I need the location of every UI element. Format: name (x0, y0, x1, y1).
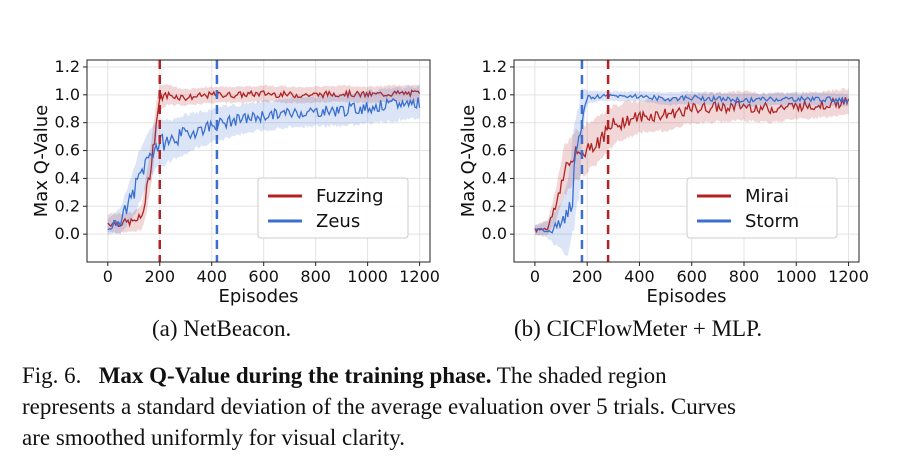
band-mirai (534, 87, 849, 236)
legend: Mirai Storm (686, 177, 838, 239)
x-axis-label: Episodes (218, 286, 298, 307)
subcaption-a: (a) NetBeacon. (152, 316, 292, 341)
x-tick-label-3: 600 (248, 267, 279, 286)
series-line-storm (534, 93, 850, 234)
legend-label-fuzzing: Fuzzing (316, 186, 384, 207)
x-tick-label-5: 1000 (776, 267, 817, 286)
caption-line-3: are smoothed uniformly for visual clarit… (22, 425, 406, 450)
x-tick-label-4: 800 (300, 267, 331, 286)
band-zeus (107, 83, 420, 236)
legend-label-storm: Storm (745, 211, 799, 232)
legend: Fuzzing Zeus (257, 177, 409, 239)
x-tick-label-0: 0 (530, 267, 540, 286)
y-tick-label-1: 0.2 (55, 196, 80, 215)
x-tick-label-6: 1200 (828, 267, 869, 286)
y-tick-label-4: 0.8 (482, 113, 507, 132)
legend-box (686, 177, 838, 239)
y-tick-label-3: 0.6 (55, 141, 80, 160)
legend-box (257, 177, 409, 239)
figure-svg: 0 200 400 600 800 1000 1200 0.0 0.2 0.4 0.6 0.8 1.0 1… (31, 57, 869, 307)
x-tick-label-5: 1000 (347, 267, 388, 286)
x-axis-label: Episodes (646, 286, 726, 307)
x-tick-label-1: 200 (144, 267, 175, 286)
y-tick-label-2: 0.4 (55, 168, 80, 187)
x-tick-label-4: 800 (729, 267, 760, 286)
y-tick-label-0: 0.0 (55, 224, 80, 243)
x-tick-label-1: 200 (572, 267, 603, 286)
caption-line-1: Fig. 6. Max Q-Value during the training … (22, 360, 902, 391)
plot-frame (86, 59, 431, 263)
x-tick-label-6: 1200 (399, 267, 440, 286)
caption-label: Fig. 6. (22, 363, 82, 388)
band-storm (534, 86, 849, 257)
y-tick-label-1: 0.2 (482, 196, 507, 215)
series-line-mirai (534, 96, 850, 234)
x-tick-label-0: 0 (103, 267, 113, 286)
x-tick-label-2: 400 (624, 267, 655, 286)
y-tick-label-6: 1.2 (482, 57, 507, 76)
y-tick-label-4: 0.8 (55, 113, 80, 132)
y-tick-label-5: 1.0 (482, 85, 507, 104)
band-fuzzing (107, 84, 420, 234)
legend-label-mirai: Mirai (745, 186, 789, 207)
x-tick-label-3: 600 (676, 267, 707, 286)
y-tick-label-3: 0.6 (482, 141, 507, 160)
subcaption-b: (b) CICFlowMeter + MLP. (514, 316, 763, 341)
y-axis-label: Max Q-Value (31, 105, 52, 217)
plot-frame (513, 59, 860, 263)
y-tick-label-2: 0.4 (482, 168, 507, 187)
legend-label-zeus: Zeus (316, 211, 360, 232)
y-tick-label-0: 0.0 (482, 224, 507, 243)
chart-a: 0 200 400 600 800 1000 1200 0.0 0.2 0.4 0.6 0.8 1.0 1… (31, 57, 440, 307)
chart-b: 0 200 400 600 800 1000 1200 0.0 0.2 0.4 0.6 0.8 1.0 1… (458, 57, 869, 307)
x-tick-label-2: 400 (196, 267, 227, 286)
caption-line-2: represents a standard deviation of the a… (22, 394, 737, 419)
y-tick-label-6: 1.2 (55, 57, 80, 76)
caption-rest-1: The shaded region (496, 363, 667, 388)
y-axis-label: Max Q-Value (458, 105, 479, 217)
caption-title: Max Q-Value during the training phase. (98, 363, 492, 388)
y-tick-label-5: 1.0 (55, 85, 80, 104)
